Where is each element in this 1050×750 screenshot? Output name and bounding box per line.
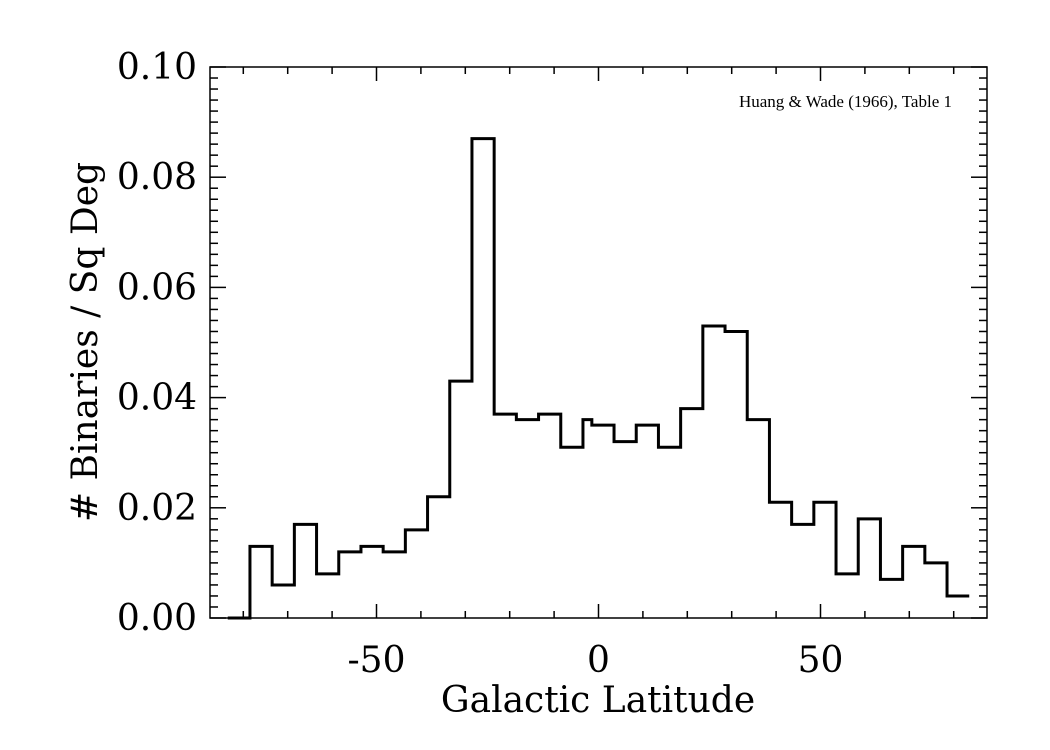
y-tick-label: 0.08 bbox=[117, 157, 197, 198]
x-tick-label: 50 bbox=[798, 640, 844, 681]
y-tick-label: 0.00 bbox=[117, 598, 197, 639]
y-tick-label: 0.06 bbox=[117, 267, 197, 308]
x-axis-title: Galactic Latitude bbox=[441, 680, 755, 721]
annotation-text: Huang & Wade (1966), Table 1 bbox=[739, 92, 952, 111]
histogram-step-line bbox=[227, 137, 970, 620]
y-tick-label: 0.02 bbox=[117, 488, 197, 529]
axis-ticks bbox=[210, 66, 987, 619]
y-tick-label: 0.04 bbox=[117, 378, 197, 419]
plot-frame bbox=[209, 66, 988, 619]
y-axis-title: # Binaries / Sq Deg bbox=[65, 162, 106, 522]
axis-tick-labels: -50 0 50 0.00 0.02 0.04 0.06 0.08 0.10 bbox=[117, 47, 844, 681]
x-tick-label: -50 bbox=[348, 640, 406, 681]
y-tick-label: 0.10 bbox=[117, 47, 197, 88]
x-tick-label: 0 bbox=[587, 640, 610, 681]
